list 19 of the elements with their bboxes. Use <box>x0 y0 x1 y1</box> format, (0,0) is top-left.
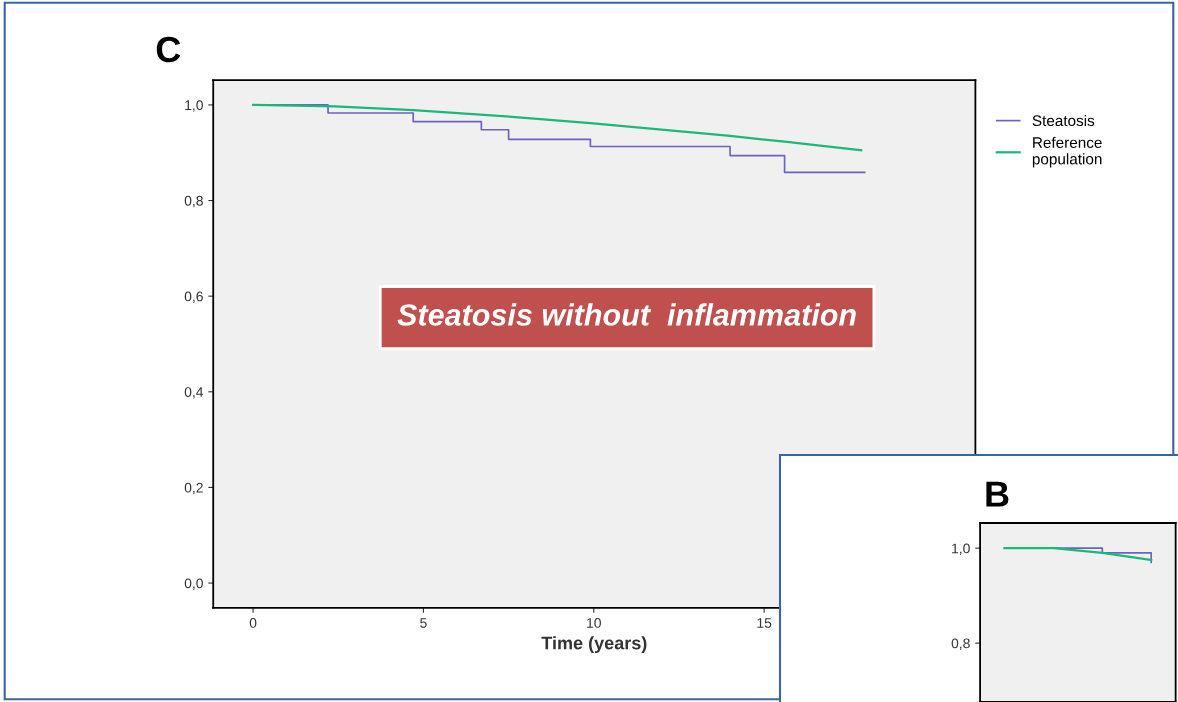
legend-label: Steatosis <box>1032 114 1095 127</box>
x-axis-title: Time (years) <box>541 636 647 653</box>
y-tick-label: 0,8 <box>184 195 203 208</box>
x-tick-label: 10 <box>587 618 601 628</box>
y-tick-label: 1,0 <box>185 100 203 112</box>
y-tick-label: 0,6 <box>184 291 203 303</box>
y-tick-label: 0,2 <box>184 482 203 495</box>
y-tick-label: 1,0 <box>952 543 970 555</box>
legend-label: Reference population <box>1032 136 1102 168</box>
y-tick-label: 0,4 <box>184 387 204 399</box>
y-tick-label: 0,0 <box>184 578 203 590</box>
line-series <box>251 103 863 152</box>
x-tick-label: 5 <box>420 618 427 628</box>
x-tick-label: 15 <box>757 618 772 628</box>
chart-title: B <box>986 481 1009 507</box>
y-tick-label: 0,8 <box>951 638 970 650</box>
chart-title: C <box>156 36 181 63</box>
annotation: Steatosis without inflammation <box>397 303 856 326</box>
x-tick-label: 0 <box>249 618 257 628</box>
